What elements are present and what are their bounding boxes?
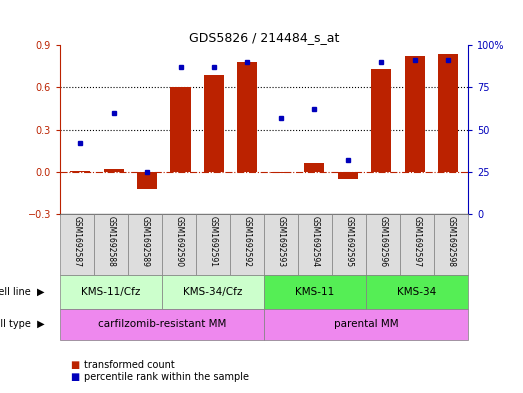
Bar — [94, 214, 128, 275]
Bar — [137, 172, 157, 189]
Text: ■: ■ — [71, 360, 80, 371]
Text: GSM1692594: GSM1692594 — [311, 216, 320, 267]
Text: ■: ■ — [71, 372, 80, 382]
Text: GSM1692595: GSM1692595 — [345, 216, 354, 267]
Text: GSM1692590: GSM1692590 — [175, 216, 184, 267]
Bar — [298, 214, 332, 275]
Bar — [162, 214, 196, 275]
Bar — [162, 275, 264, 309]
Bar — [237, 62, 257, 172]
Bar — [332, 214, 366, 275]
Title: GDS5826 / 214484_s_at: GDS5826 / 214484_s_at — [189, 31, 339, 44]
Text: GSM1692589: GSM1692589 — [141, 216, 150, 267]
Text: KMS-34: KMS-34 — [397, 287, 437, 297]
Text: KMS-11/Cfz: KMS-11/Cfz — [82, 287, 141, 297]
Bar — [304, 163, 324, 172]
Bar — [400, 214, 434, 275]
Bar — [70, 171, 90, 172]
Text: carfilzomib-resistant MM: carfilzomib-resistant MM — [98, 319, 226, 329]
Text: GSM1692592: GSM1692592 — [243, 216, 252, 267]
Text: GSM1692587: GSM1692587 — [73, 216, 82, 267]
Bar — [128, 214, 162, 275]
Bar — [271, 172, 291, 173]
Bar — [170, 87, 190, 172]
Bar — [264, 275, 366, 309]
Bar — [264, 214, 298, 275]
Text: GSM1692588: GSM1692588 — [107, 216, 116, 267]
Bar — [405, 57, 425, 172]
Text: GSM1692596: GSM1692596 — [379, 216, 388, 267]
Bar — [104, 169, 123, 172]
Bar — [434, 214, 468, 275]
Text: KMS-34/Cfz: KMS-34/Cfz — [184, 287, 243, 297]
Bar — [60, 214, 94, 275]
Bar — [204, 75, 224, 172]
Text: GSM1692591: GSM1692591 — [209, 216, 218, 267]
Bar — [230, 214, 264, 275]
Bar — [264, 309, 468, 340]
Bar — [366, 275, 468, 309]
Bar — [60, 309, 264, 340]
Text: transformed count: transformed count — [84, 360, 175, 371]
Text: GSM1692598: GSM1692598 — [447, 216, 456, 267]
Bar — [366, 214, 400, 275]
Text: GSM1692593: GSM1692593 — [277, 216, 286, 267]
Text: parental MM: parental MM — [334, 319, 399, 329]
Text: KMS-11: KMS-11 — [295, 287, 335, 297]
Bar — [438, 53, 458, 172]
Text: cell line  ▶: cell line ▶ — [0, 287, 44, 297]
Bar — [338, 172, 358, 179]
Bar — [196, 214, 230, 275]
Text: GSM1692597: GSM1692597 — [413, 216, 422, 267]
Bar — [371, 69, 391, 172]
Text: cell type  ▶: cell type ▶ — [0, 319, 44, 329]
Text: percentile rank within the sample: percentile rank within the sample — [84, 372, 248, 382]
Bar — [60, 275, 162, 309]
